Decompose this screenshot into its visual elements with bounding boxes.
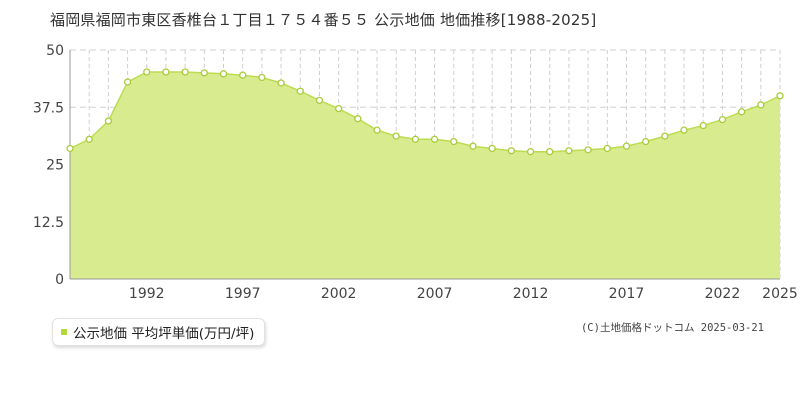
data-point xyxy=(642,137,650,146)
data-point xyxy=(526,148,535,156)
data-point xyxy=(334,104,343,113)
y-tick-label: 50 xyxy=(46,43,64,59)
tick-labels: 0 12.5 25 37.5 50 1992 1997 2002 2007 2012 2017 202… xyxy=(33,43,798,302)
x-tick-label: 2012 xyxy=(513,286,549,302)
data-point xyxy=(66,144,74,153)
y-tick-label: 0 xyxy=(55,272,64,288)
axes xyxy=(69,50,780,280)
data-point xyxy=(315,96,324,105)
data-point xyxy=(162,68,170,76)
data-point xyxy=(488,144,496,153)
area-fill xyxy=(70,72,780,279)
area-series xyxy=(69,71,781,279)
data-point xyxy=(239,71,247,79)
x-tick-label: 2007 xyxy=(417,286,453,302)
copyright-text: (C)土地価格ドットコム 2025-03-21 xyxy=(580,322,764,334)
data-point xyxy=(737,108,746,116)
data-point xyxy=(430,135,439,143)
x-tick-label: 2002 xyxy=(321,286,357,302)
data-point xyxy=(143,68,151,76)
data-point xyxy=(469,142,477,150)
legend-label: 公示地価 平均坪単価(万円/坪) xyxy=(73,326,255,342)
data-point xyxy=(680,126,688,134)
y-tick-label: 12.5 xyxy=(33,215,64,231)
data-point xyxy=(85,135,93,143)
x-tick-label: 1992 xyxy=(129,286,165,302)
data-point xyxy=(776,92,784,100)
data-point xyxy=(565,147,573,155)
y-tick-label: 25 xyxy=(46,158,64,174)
data-point xyxy=(661,132,669,140)
data-point xyxy=(104,117,113,125)
legend: 公示地価 平均坪単価(万円/坪) xyxy=(52,318,266,346)
data-markers xyxy=(66,68,784,156)
x-tick-label: 2017 xyxy=(609,286,645,302)
data-point xyxy=(373,126,381,134)
data-point xyxy=(277,79,285,87)
data-point xyxy=(200,69,208,77)
legend-swatch xyxy=(61,329,67,335)
data-point xyxy=(258,73,266,82)
chart-title: 福岡県福岡市東区香椎台１丁目１７５４番５５ 公示地価 地価推移[1988-202… xyxy=(50,11,597,29)
data-point xyxy=(757,101,765,109)
data-point xyxy=(718,115,727,124)
data-point xyxy=(507,147,516,155)
x-tick-label: 2022 xyxy=(705,286,741,302)
data-point xyxy=(219,70,228,78)
data-point xyxy=(699,121,707,130)
data-point xyxy=(392,132,400,140)
data-point xyxy=(546,148,554,156)
data-point xyxy=(354,115,362,123)
y-tick-label: 37.5 xyxy=(33,100,64,116)
data-point xyxy=(296,87,304,95)
data-point xyxy=(181,68,189,76)
data-point xyxy=(584,146,592,154)
data-point xyxy=(411,135,420,143)
x-tick-label: 1997 xyxy=(225,286,261,302)
data-point xyxy=(123,78,132,86)
data-point xyxy=(603,144,611,153)
x-tick-label: 2025 xyxy=(762,286,798,302)
data-point xyxy=(622,142,631,150)
data-point xyxy=(450,137,458,146)
